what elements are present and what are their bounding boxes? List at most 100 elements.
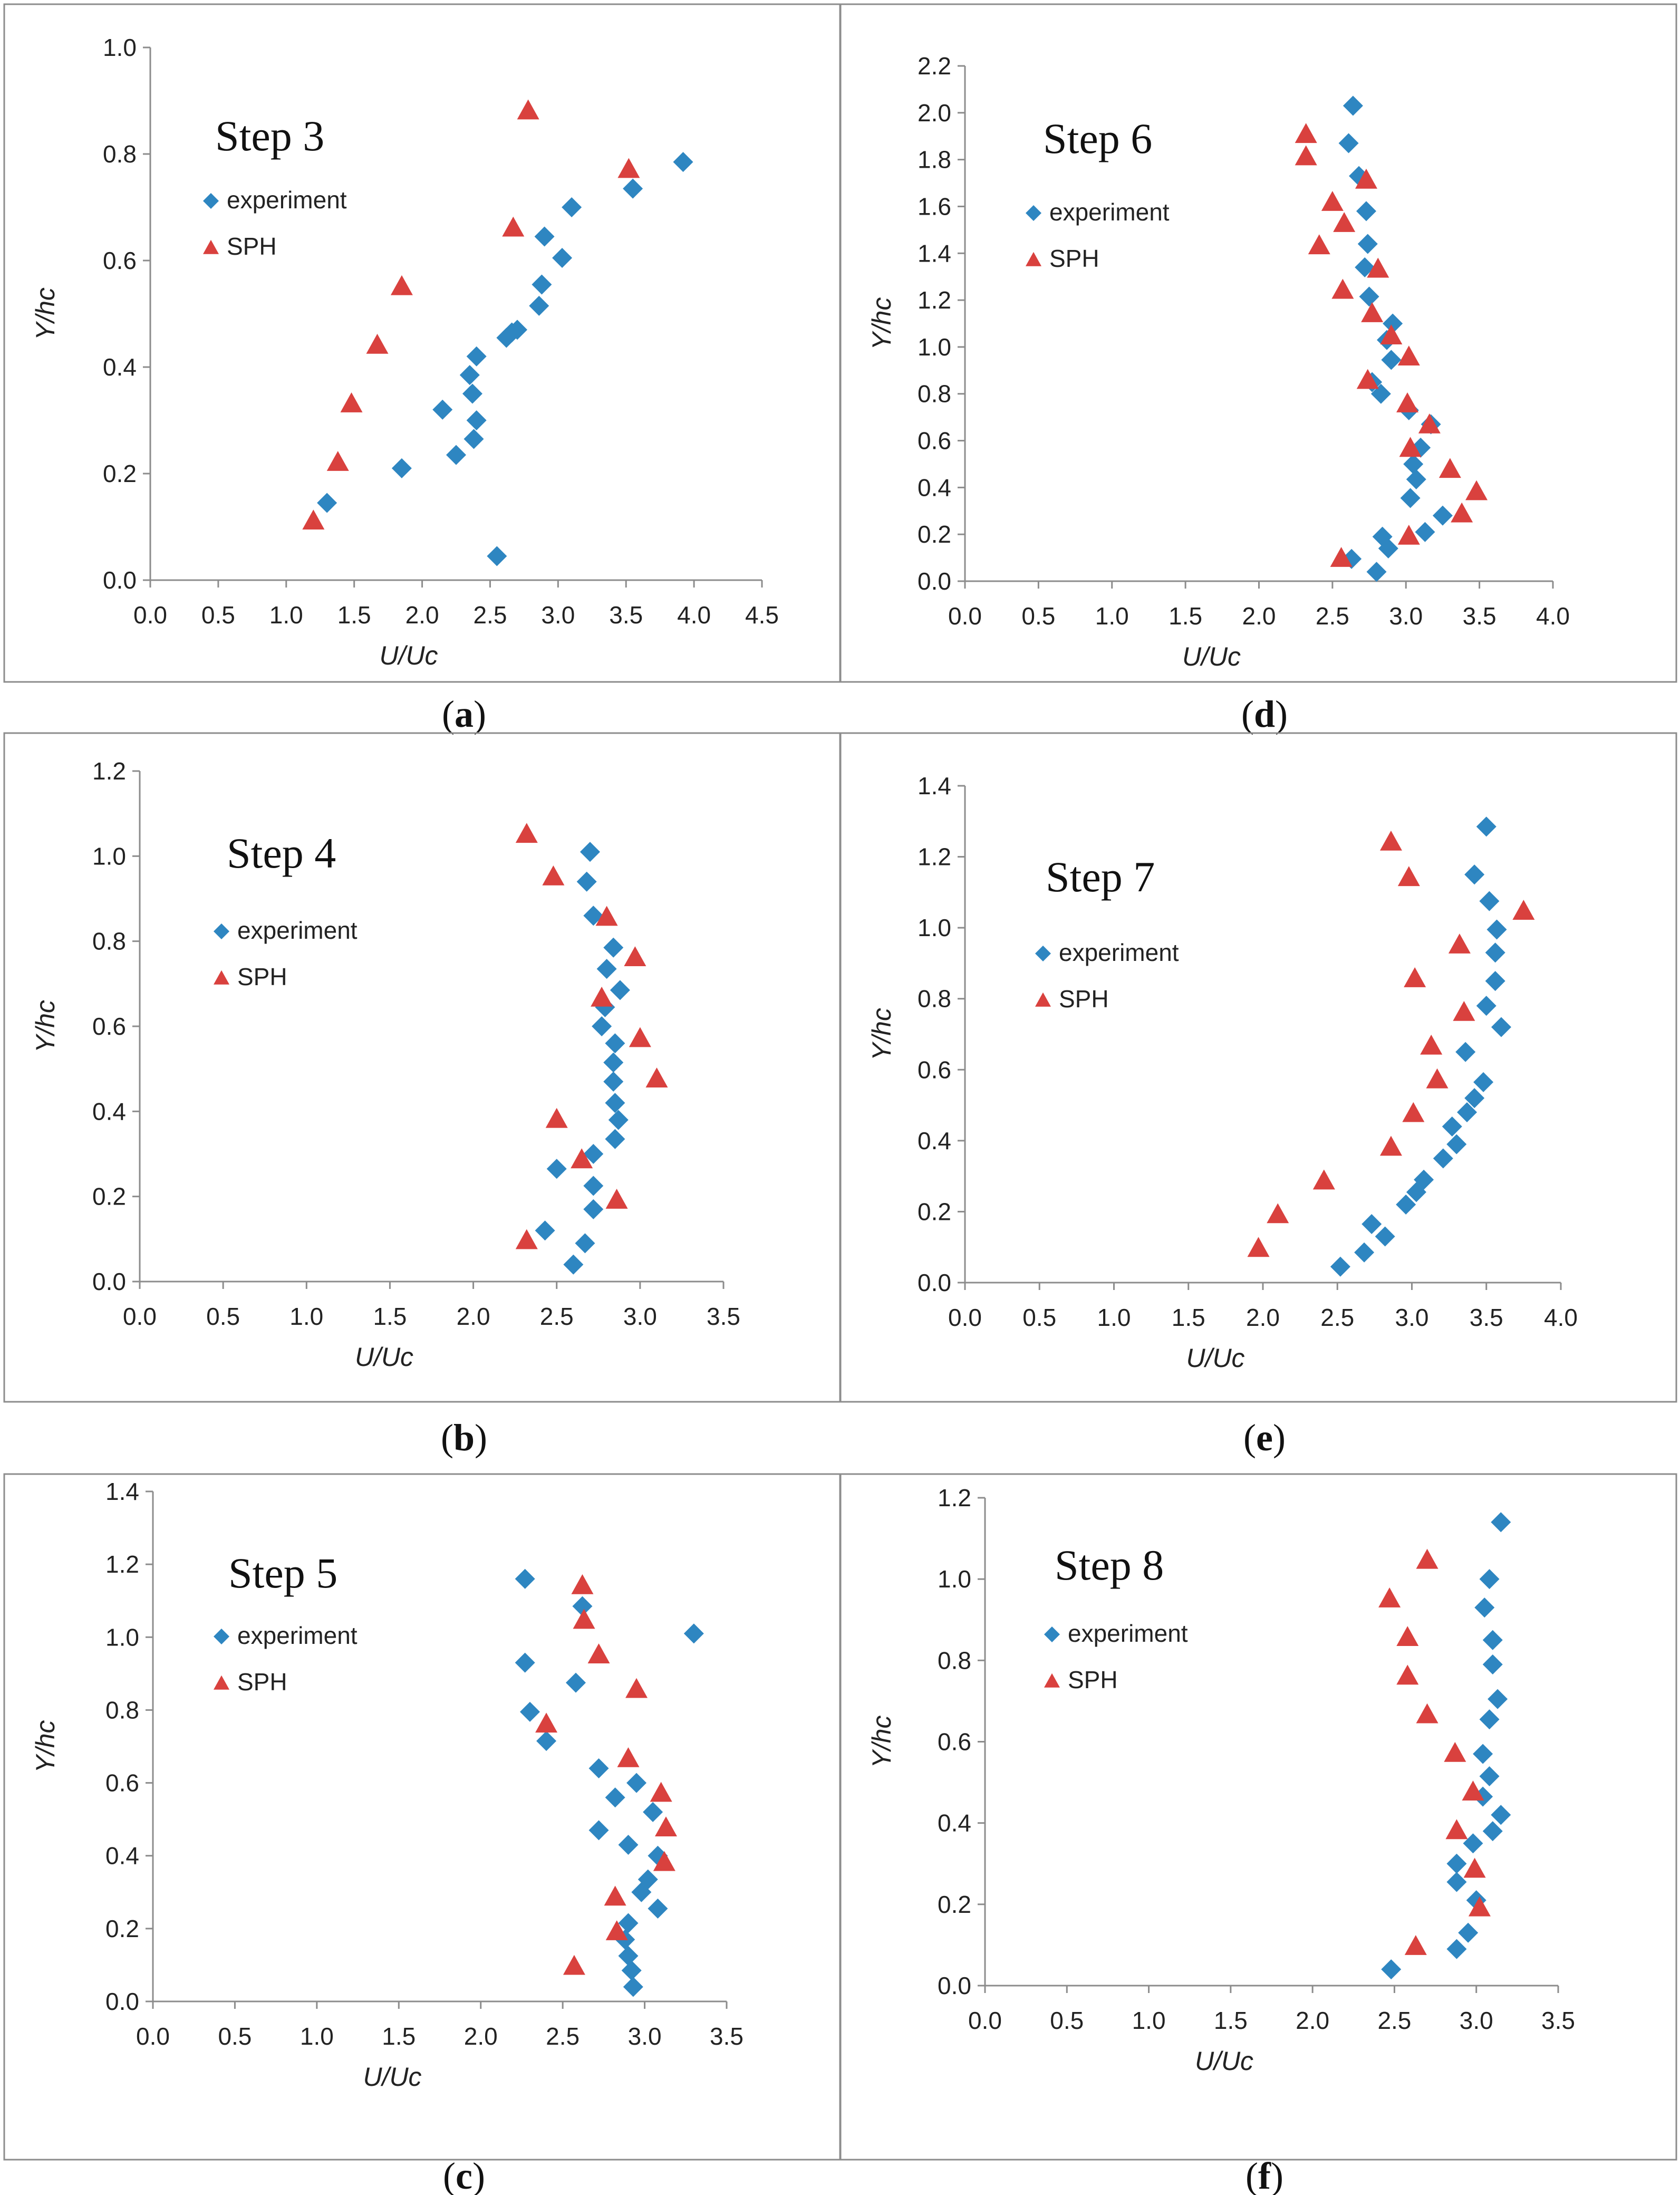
y-tick-label: 0.6 (918, 1056, 951, 1083)
x-tick-label: 3.0 (1389, 602, 1423, 630)
data-point (1308, 234, 1330, 255)
data-point (1367, 257, 1389, 278)
data-point (1451, 502, 1473, 523)
series-sph (1378, 1548, 1491, 1955)
data-point (1462, 1780, 1484, 1801)
legend-marker-sph (1026, 252, 1041, 266)
x-tick-label: 3.5 (1541, 2007, 1575, 2034)
panel-caption-letter: d (1254, 693, 1275, 735)
data-point (464, 429, 484, 449)
data-point (580, 842, 600, 862)
y-tick-label: 0.0 (103, 566, 137, 594)
data-point (1479, 1569, 1500, 1590)
data-point (1479, 891, 1500, 911)
series-experiment (1330, 816, 1511, 1277)
x-tick-label: 1.0 (1097, 1304, 1131, 1331)
y-tick-label: 1.2 (938, 1484, 971, 1512)
data-point (596, 959, 617, 979)
data-point (1379, 830, 1402, 851)
panel-frame (839, 732, 1677, 1403)
data-point (1338, 133, 1359, 153)
data-point (618, 1946, 639, 1966)
data-point (604, 1885, 626, 1906)
legend-marker-sph (1044, 1673, 1060, 1688)
legend-marker-sph (214, 1675, 229, 1690)
y-tick-label: 1.2 (918, 843, 951, 871)
y-tick-label: 0.4 (918, 474, 951, 501)
data-point (1396, 1664, 1419, 1685)
data-point (1414, 1169, 1434, 1190)
legend: experiment SPH (203, 186, 347, 260)
data-point (603, 1071, 624, 1092)
data-point (1383, 313, 1403, 334)
data-point (610, 980, 630, 1000)
data-point (1442, 1116, 1462, 1137)
series-sph (535, 1574, 677, 1975)
data-point (459, 365, 480, 386)
x-tick-label: 1.5 (1169, 602, 1202, 630)
x-tick-label: 4.0 (1544, 1304, 1578, 1331)
panel-caption: (e) (1243, 1417, 1286, 1459)
data-point (618, 1834, 639, 1855)
x-tick-label: 2.5 (1377, 2007, 1411, 2034)
x-tick-label: 1.5 (337, 601, 371, 629)
data-point (605, 1787, 625, 1808)
data-point (1485, 942, 1505, 963)
x-tick-label: 3.0 (1460, 2007, 1493, 2034)
y-tick-label: 0.6 (103, 247, 137, 274)
data-point (587, 1643, 610, 1663)
x-tick-label: 1.5 (382, 2023, 416, 2050)
x-tick-label: 0.0 (123, 1303, 157, 1330)
x-tick-label: 0.5 (206, 1303, 240, 1330)
legend-marker-experiment (1035, 946, 1051, 961)
data-point (542, 865, 565, 885)
legend-label-sph: SPH (1059, 985, 1109, 1013)
panel-frame (839, 3, 1677, 683)
data-point (605, 1093, 625, 1113)
y-tick-label: 0.0 (918, 567, 951, 595)
panel-caption: (d) (1241, 693, 1288, 735)
x-tick-label: 4.5 (745, 601, 779, 629)
chart-title: Step 3 (215, 112, 324, 160)
data-point (1380, 324, 1403, 345)
data-point (1399, 437, 1422, 457)
data-point (1404, 1935, 1427, 1955)
y-tick-label: 1.2 (92, 757, 126, 785)
data-point (1445, 1819, 1468, 1840)
y-tick-label: 0.0 (92, 1268, 126, 1295)
data-point (1357, 234, 1378, 254)
data-point (391, 458, 412, 478)
data-point (626, 1773, 647, 1793)
data-point (1446, 1872, 1467, 1892)
data-point (1331, 278, 1354, 299)
data-point (519, 1701, 540, 1722)
data-point (618, 1913, 639, 1933)
data-point (1330, 1256, 1350, 1277)
data-point (588, 1820, 609, 1841)
series-experiment (535, 842, 630, 1275)
panel-caption: (f) (1245, 2155, 1283, 2195)
data-point (432, 399, 453, 420)
y-tick-label: 0.4 (918, 1127, 951, 1154)
data-point (1379, 1135, 1402, 1156)
legend-marker-experiment (1026, 205, 1041, 221)
data-point (1356, 369, 1379, 389)
data-point (1463, 1857, 1486, 1878)
data-point (1356, 201, 1376, 222)
data-point (1396, 392, 1419, 412)
data-point (617, 158, 640, 178)
series-sph (302, 99, 640, 530)
data-point (653, 1851, 675, 1871)
y-tick-label: 0.2 (918, 521, 951, 548)
data-point (1482, 1654, 1503, 1675)
data-point (326, 451, 349, 471)
data-point (588, 1758, 609, 1778)
y-tick-label: 0.6 (92, 1013, 126, 1040)
legend-label-experiment: experiment (1059, 939, 1179, 966)
legend: experiment SPH (1026, 198, 1170, 272)
data-point (1476, 816, 1496, 837)
series-experiment (515, 1568, 704, 1997)
x-tick-label: 3.5 (1470, 1304, 1503, 1331)
legend-label-sph: SPH (1049, 245, 1099, 272)
data-point (1448, 933, 1471, 954)
